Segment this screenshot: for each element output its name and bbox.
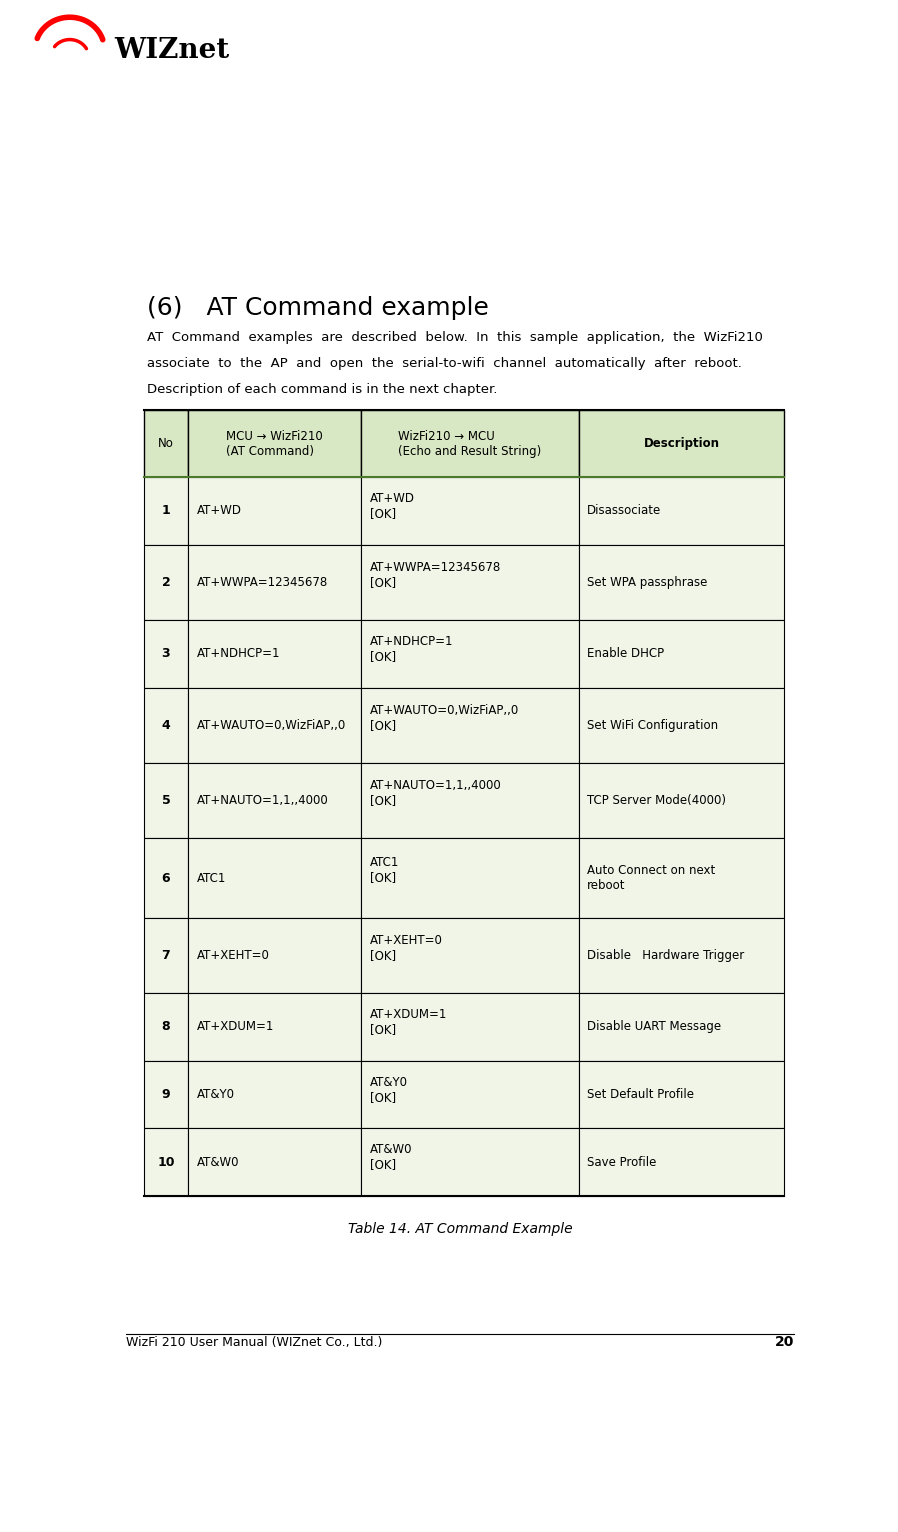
Bar (144, 688, 189, 763)
Bar (189, 1060, 361, 1129)
Text: AT+XEHT=0
[OK]: AT+XEHT=0 [OK] (370, 935, 443, 962)
Text: Disable   Hardware Trigger: Disable Hardware Trigger (587, 948, 744, 962)
Text: WizFi210 → MCU
(Echo and Result String): WizFi210 → MCU (Echo and Result String) (399, 429, 541, 458)
Text: AT&W0: AT&W0 (197, 1155, 239, 1169)
Bar (579, 1060, 784, 1129)
Bar (361, 620, 579, 688)
Text: AT+NDHCP=1
[OK]: AT+NDHCP=1 [OK] (370, 634, 453, 663)
Bar (189, 918, 361, 993)
Text: ATC1: ATC1 (197, 872, 226, 884)
Text: No: No (158, 437, 174, 450)
Text: Set WiFi Configuration: Set WiFi Configuration (587, 719, 718, 732)
Text: MCU → WizFi210
(AT Command): MCU → WizFi210 (AT Command) (226, 429, 323, 458)
Bar (361, 1129, 579, 1196)
Bar (144, 476, 189, 545)
Text: Enable DHCP: Enable DHCP (587, 648, 665, 660)
Text: WIZnet: WIZnet (115, 37, 230, 64)
Text: AT+NDHCP=1: AT+NDHCP=1 (197, 648, 280, 660)
Text: 8: 8 (162, 1020, 171, 1034)
Text: ATC1
[OK]: ATC1 [OK] (370, 856, 399, 884)
Text: TCP Server Mode(4000): TCP Server Mode(4000) (587, 794, 726, 807)
Bar (361, 838, 579, 918)
Text: 9: 9 (162, 1088, 171, 1102)
Bar (189, 476, 361, 545)
Bar (361, 993, 579, 1060)
Text: 2: 2 (162, 576, 171, 588)
Bar (189, 545, 361, 620)
Text: AT&W0
[OK]: AT&W0 [OK] (370, 1143, 412, 1172)
Text: Table 14. AT Command Example: Table 14. AT Command Example (348, 1223, 573, 1236)
Bar (579, 993, 784, 1060)
Bar (144, 838, 189, 918)
Bar (189, 411, 361, 476)
Text: associate  to  the  AP  and  open  the  serial-to-wifi  channel  automatically  : associate to the AP and open the serial-… (147, 357, 742, 371)
Text: Save Profile: Save Profile (587, 1155, 656, 1169)
Text: 10: 10 (157, 1155, 175, 1169)
Bar (579, 476, 784, 545)
Text: Disassociate: Disassociate (587, 504, 662, 518)
Text: AT  Command  examples  are  described  below.  In  this  sample  application,  t: AT Command examples are described below.… (147, 331, 763, 345)
Bar (144, 620, 189, 688)
Text: AT&Y0: AT&Y0 (197, 1088, 234, 1102)
Bar (361, 1060, 579, 1129)
Bar (189, 993, 361, 1060)
Text: Set Default Profile: Set Default Profile (587, 1088, 694, 1102)
Bar (144, 1129, 189, 1196)
Text: AT+XEHT=0: AT+XEHT=0 (197, 948, 269, 962)
Bar (189, 763, 361, 838)
Text: AT+WAUTO=0,WizFiAP,,0: AT+WAUTO=0,WizFiAP,,0 (197, 719, 346, 732)
Bar (579, 411, 784, 476)
Text: WizFi 210 User Manual (WIZnet Co., Ltd.): WizFi 210 User Manual (WIZnet Co., Ltd.) (126, 1336, 383, 1350)
Text: AT&Y0
[OK]: AT&Y0 [OK] (370, 1075, 408, 1103)
Bar (189, 1129, 361, 1196)
Text: 5: 5 (162, 794, 171, 807)
Bar (144, 993, 189, 1060)
Bar (144, 1060, 189, 1129)
Bar (189, 620, 361, 688)
Bar (579, 620, 784, 688)
Text: 7: 7 (162, 948, 171, 962)
Text: AT+XDUM=1
[OK]: AT+XDUM=1 [OK] (370, 1008, 447, 1036)
Text: 6: 6 (162, 872, 171, 884)
Text: AT+NAUTO=1,1,,4000
[OK]: AT+NAUTO=1,1,,4000 [OK] (370, 780, 501, 807)
Text: AT+WWPA=12345678
[OK]: AT+WWPA=12345678 [OK] (370, 561, 501, 590)
Text: Description of each command is in the next chapter.: Description of each command is in the ne… (147, 383, 497, 397)
Text: 3: 3 (162, 648, 171, 660)
Bar (579, 918, 784, 993)
Text: Description: Description (643, 437, 719, 450)
Text: (6)   AT Command example: (6) AT Command example (147, 296, 489, 320)
Text: AT+WAUTO=0,WizFiAP,,0
[OK]: AT+WAUTO=0,WizFiAP,,0 [OK] (370, 705, 519, 732)
Bar (361, 411, 579, 476)
Bar (361, 688, 579, 763)
Text: 1: 1 (162, 504, 171, 518)
Bar (579, 688, 784, 763)
Text: 20: 20 (775, 1336, 795, 1350)
Bar (579, 838, 784, 918)
Text: AT+XDUM=1: AT+XDUM=1 (197, 1020, 274, 1034)
Bar (579, 545, 784, 620)
Bar (361, 545, 579, 620)
Text: 4: 4 (162, 719, 171, 732)
Bar (144, 763, 189, 838)
Bar (144, 545, 189, 620)
Bar (579, 1129, 784, 1196)
Text: AT+WWPA=12345678: AT+WWPA=12345678 (197, 576, 328, 588)
Bar (144, 411, 189, 476)
Bar (144, 918, 189, 993)
Bar (189, 688, 361, 763)
Bar (361, 918, 579, 993)
Text: AT+WD
[OK]: AT+WD [OK] (370, 492, 415, 519)
Text: Set WPA passphrase: Set WPA passphrase (587, 576, 708, 588)
Bar (189, 838, 361, 918)
Text: Disable UART Message: Disable UART Message (587, 1020, 721, 1034)
Bar (361, 763, 579, 838)
Text: AT+WD: AT+WD (197, 504, 242, 518)
Text: AT+NAUTO=1,1,,4000: AT+NAUTO=1,1,,4000 (197, 794, 329, 807)
Text: Auto Connect on next
reboot: Auto Connect on next reboot (587, 864, 716, 892)
Bar (361, 476, 579, 545)
Bar (579, 763, 784, 838)
